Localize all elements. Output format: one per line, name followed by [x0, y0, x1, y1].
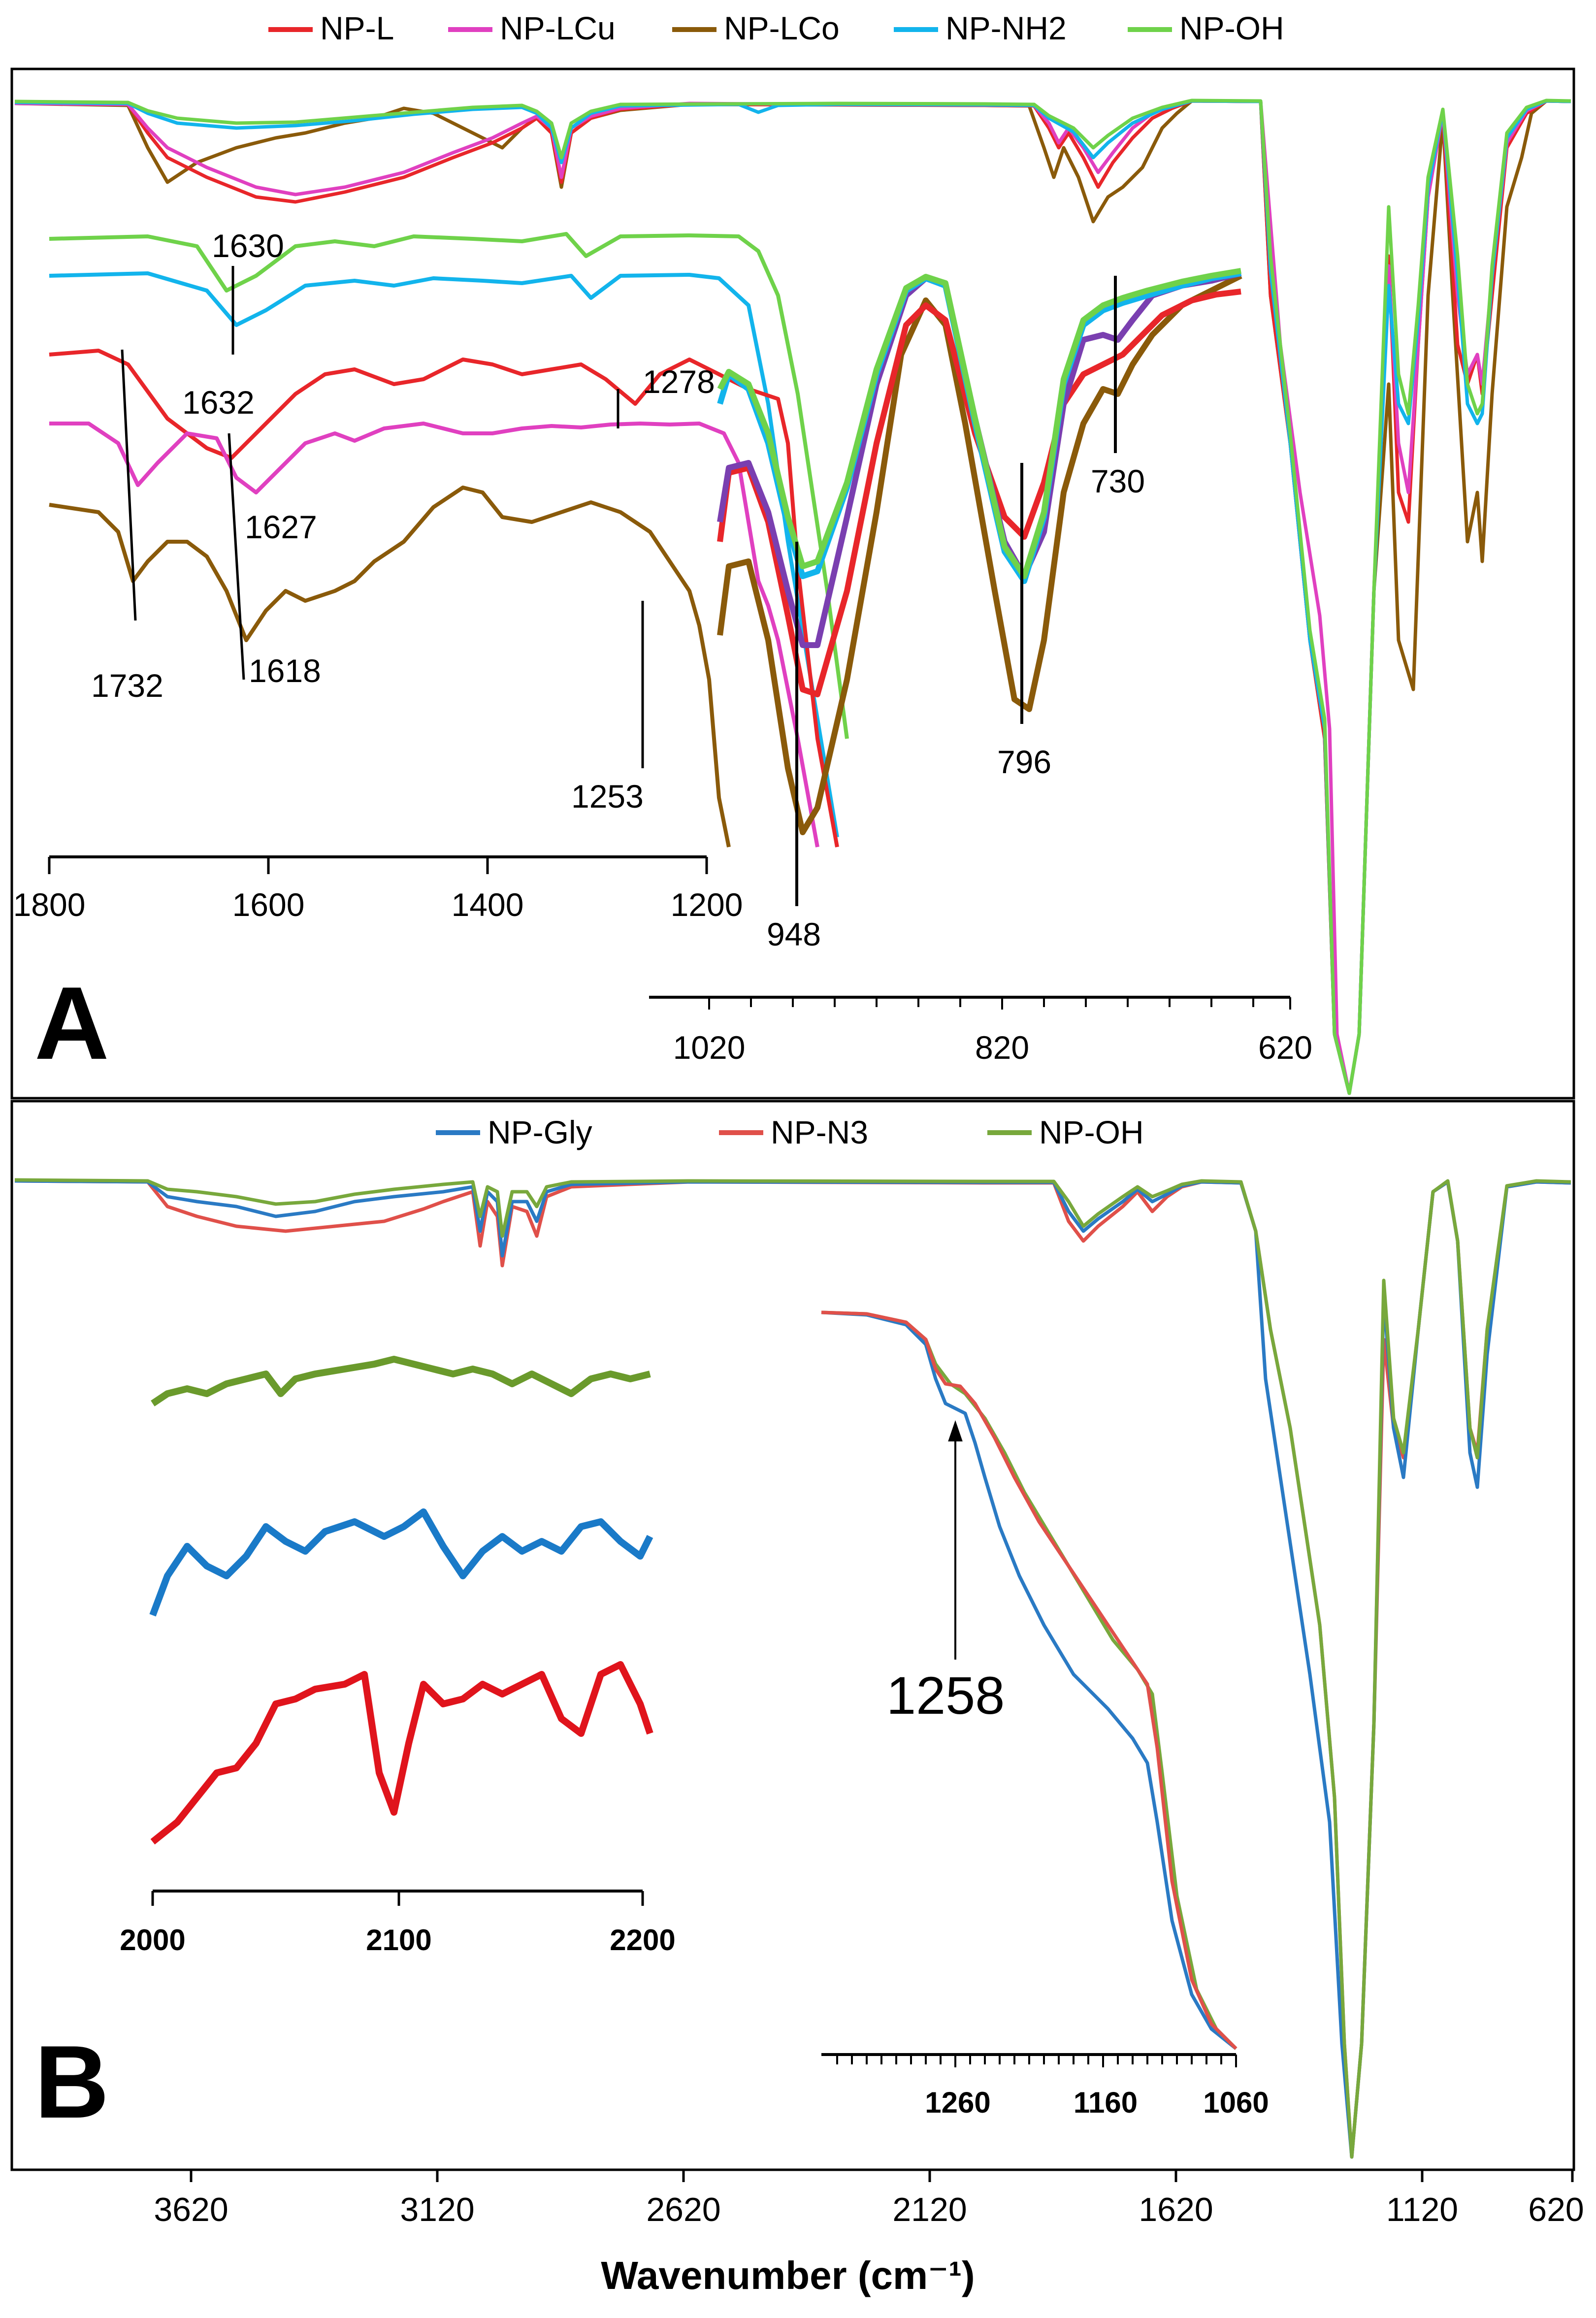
inset-a2-spectra: [717, 268, 1242, 835]
annotation-1618: 1618: [249, 653, 321, 689]
inset-a1-annotations: 1630 1632 1278 1627 1732 1618 1253: [91, 228, 715, 815]
inset-b1-spectra: [149, 1356, 653, 1845]
panel-a-letter: A: [34, 965, 109, 1081]
legend-item-np-l: NP-L: [268, 10, 394, 46]
legend-label-np-lco: NP-LCo: [724, 10, 840, 46]
legend-label-np-gly: NP-Gly: [488, 1114, 592, 1150]
annotation-730: 730: [1091, 463, 1145, 499]
x-axis-title: Wavenumber (cm⁻¹): [601, 2253, 975, 2297]
panel-b-main-spectra: [14, 1178, 1571, 2159]
arrow-1258-head: [948, 1420, 963, 1441]
annotation-1732: 1732: [91, 667, 163, 704]
legend-label-np-oh-a: NP-OH: [1179, 10, 1284, 46]
inset-b-2000-2200: 2000 2100 2200: [120, 1356, 676, 1957]
inset-a2-tick-label: 1020: [673, 1029, 746, 1066]
inset-b1-tick-label: 2000: [120, 1924, 185, 1957]
panel-a-frame: [10, 67, 1575, 1100]
inset-a1-peak-lines: [121, 266, 644, 768]
legend-label-np-l: NP-L: [320, 10, 394, 46]
x-tick-label: 1120: [1386, 2191, 1458, 2228]
main-x-tick-labels: 3620 3120 2620 2120 1620 1120 620: [154, 2191, 1584, 2228]
annotation-1278: 1278: [643, 363, 715, 400]
inset-a1-tick-label: 1800: [13, 886, 86, 923]
inset-a1-np-oh: [49, 232, 849, 739]
inset-b1-tick-label: 2200: [610, 1924, 675, 1957]
inset-a2-tick-label: 820: [975, 1029, 1029, 1066]
inset-a2-annotations: 948 796 730: [767, 463, 1145, 952]
legend-label-np-n3: NP-N3: [771, 1114, 868, 1150]
annotation-1253: 1253: [571, 778, 644, 815]
inset-a1-np-lco: [49, 486, 731, 848]
main-x-ticks: [190, 2170, 1574, 2182]
inset-a2-ticks: [708, 997, 1291, 1010]
legend-panel-b: NP-Gly NP-N3 NP-OH: [436, 1114, 1144, 1150]
annotation-1627: 1627: [245, 509, 317, 545]
legend-item-np-oh-a: NP-OH: [1128, 10, 1284, 46]
legend-label-np-nh2: NP-NH2: [945, 10, 1067, 46]
inset-a1-tick-label: 1400: [452, 886, 524, 923]
inset-b1-green: [151, 1356, 651, 1406]
inset-a1-tick-label: 1200: [671, 886, 743, 923]
legend-item-np-nh2: NP-NH2: [894, 10, 1067, 46]
inset-a1-np-nh2: [49, 271, 839, 838]
inset-b1-blue: [149, 1508, 653, 1617]
legend-label-np-oh-b: NP-OH: [1039, 1114, 1144, 1150]
annotation-1632: 1632: [182, 384, 255, 421]
inset-a1-tick-label: 1600: [232, 886, 305, 923]
spectrum-a-np-oh: [14, 98, 1571, 1095]
annotation-1630: 1630: [212, 228, 284, 264]
legend-item-np-n3: NP-N3: [719, 1114, 868, 1150]
inset-a2-np-lco: [717, 273, 1242, 835]
inset-b2-annotation-arrow: [948, 1420, 963, 1660]
x-tick-label: 2620: [646, 2191, 720, 2228]
legend-item-np-gly: NP-Gly: [436, 1114, 592, 1150]
annotation-948: 948: [767, 916, 821, 952]
inset-b2-ticks: [836, 2055, 1237, 2067]
x-tick-label: 2120: [892, 2191, 967, 2228]
inset-b2-np-n3: [821, 1310, 1238, 2050]
peak-line-1732: [121, 349, 137, 621]
legend-label-np-lcu: NP-LCu: [500, 10, 616, 46]
inset-b1-tick-labels: 2000 2100 2200: [120, 1924, 675, 1957]
inset-b-1300-1060: 1258: [821, 1310, 1269, 2119]
inset-b2-np-gly: [821, 1310, 1238, 2050]
inset-a2-tick-label: 620: [1258, 1029, 1312, 1066]
inset-a2-tick-labels: 1020 820 620: [673, 1029, 1312, 1066]
inset-b1-red: [150, 1661, 653, 1845]
inset-b2-spectra: [821, 1310, 1238, 2050]
spectrum-b-np-oh: [14, 1178, 1571, 2159]
inset-b1-ticks: [151, 1891, 644, 1906]
inset-b1-tick-label: 2100: [366, 1924, 431, 1957]
x-tick-label: 3620: [154, 2191, 228, 2228]
inset-b2-tick-labels: 1260 1160 1060: [925, 2086, 1269, 2119]
x-tick-label: 620: [1528, 2191, 1584, 2228]
panel-b-frame: [10, 1100, 1575, 2171]
inset-a2-peak-lines: [795, 276, 1117, 906]
inset-a-1800-1200: 1800 1600 1400 1200 1630 1632 1278 1627 …: [13, 228, 849, 923]
inset-a2-np-oh: [717, 268, 1241, 579]
inset-a1-np-l: [49, 349, 839, 848]
inset-a1-ticks: [48, 857, 708, 874]
legend-item-np-lcu: NP-LCu: [448, 10, 616, 46]
legend-item-np-oh-b: NP-OH: [987, 1114, 1144, 1150]
annotation-796: 796: [997, 744, 1051, 780]
panel-a-main-spectra: [14, 98, 1571, 1095]
peak-line-1618: [228, 433, 245, 680]
legend-panel-a: NP-L NP-LCu NP-LCo NP-NH2 NP-OH: [268, 10, 1284, 46]
inset-b2-tick-label: 1060: [1203, 2086, 1269, 2119]
inset-a-1060-620: 948 796 730 1020 820 620: [649, 268, 1312, 1066]
x-tick-label: 3120: [400, 2191, 474, 2228]
annotation-1258: 1258: [886, 1665, 1005, 1725]
inset-b2-tick-label: 1160: [1074, 2086, 1138, 2119]
inset-a1-tick-labels: 1800 1600 1400 1200: [13, 886, 743, 923]
inset-b2-tick-label: 1260: [925, 2086, 990, 2119]
panel-b-letter: B: [34, 2024, 109, 2140]
x-tick-label: 1620: [1139, 2191, 1213, 2228]
legend-item-np-lco: NP-LCo: [672, 10, 840, 46]
